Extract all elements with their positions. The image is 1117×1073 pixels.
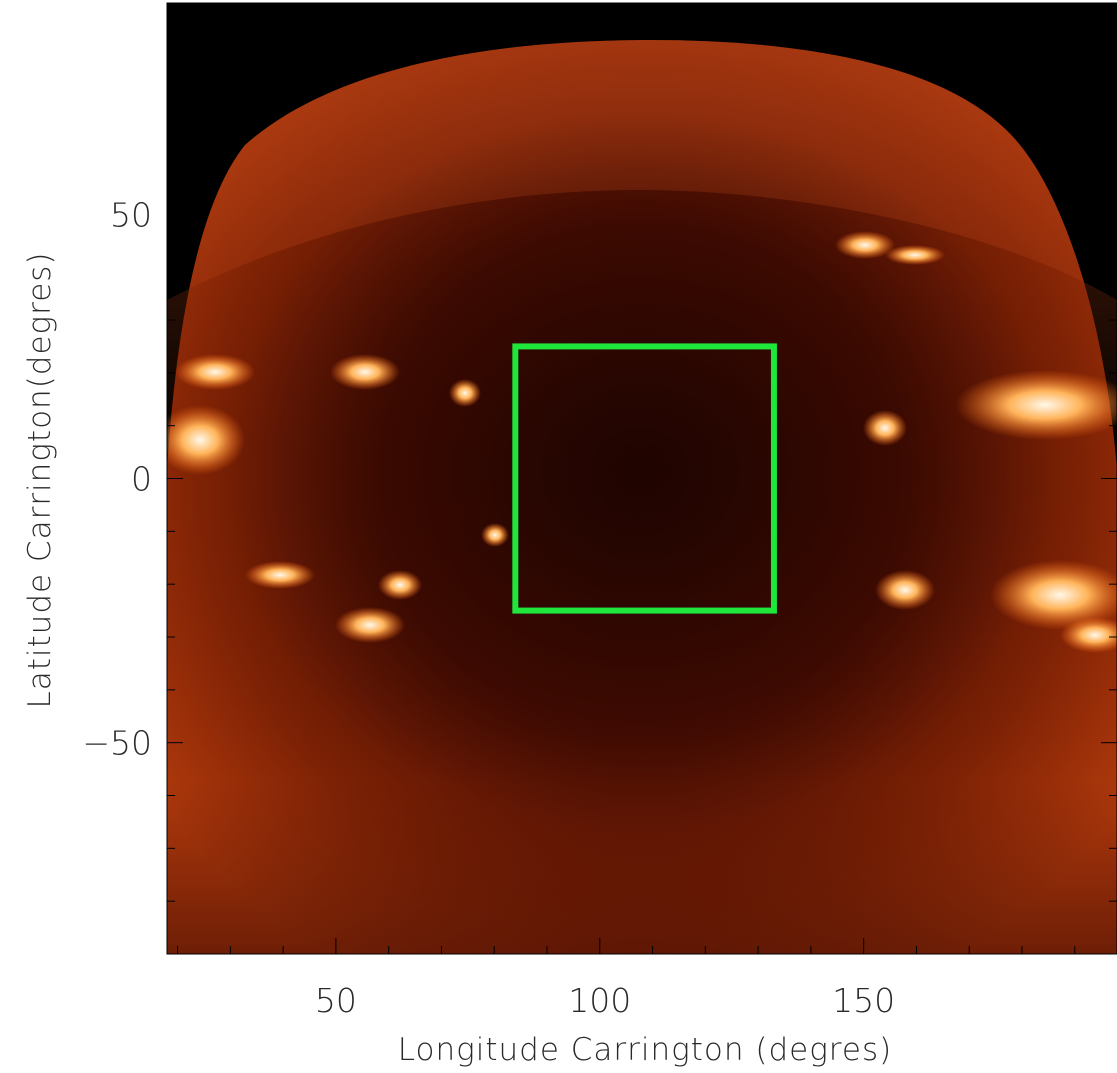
active-regions — [167, 231, 1117, 653]
x-tick-label: 150 — [832, 981, 895, 1020]
y-tick-label: 50 — [110, 195, 152, 234]
roi-box — [512, 343, 777, 614]
y-tick-label: −50 — [82, 724, 152, 763]
axis-tick-labels: 50 100 150 50 0 −50 — [82, 195, 895, 1020]
x-tick-label: 50 — [315, 981, 357, 1020]
axis-ticks — [167, 55, 1117, 954]
x-tick-label: 100 — [568, 981, 631, 1020]
polar-streaks-top — [167, 40, 1117, 470]
x-axis-label: Longitude Carrington (degres) — [398, 1032, 892, 1068]
y-tick-label: 0 — [131, 460, 152, 499]
dark-corona-core — [220, 110, 1060, 830]
y-axis-label: Latitude Carrington(degres) — [22, 251, 58, 708]
solar-image — [167, 40, 1117, 954]
